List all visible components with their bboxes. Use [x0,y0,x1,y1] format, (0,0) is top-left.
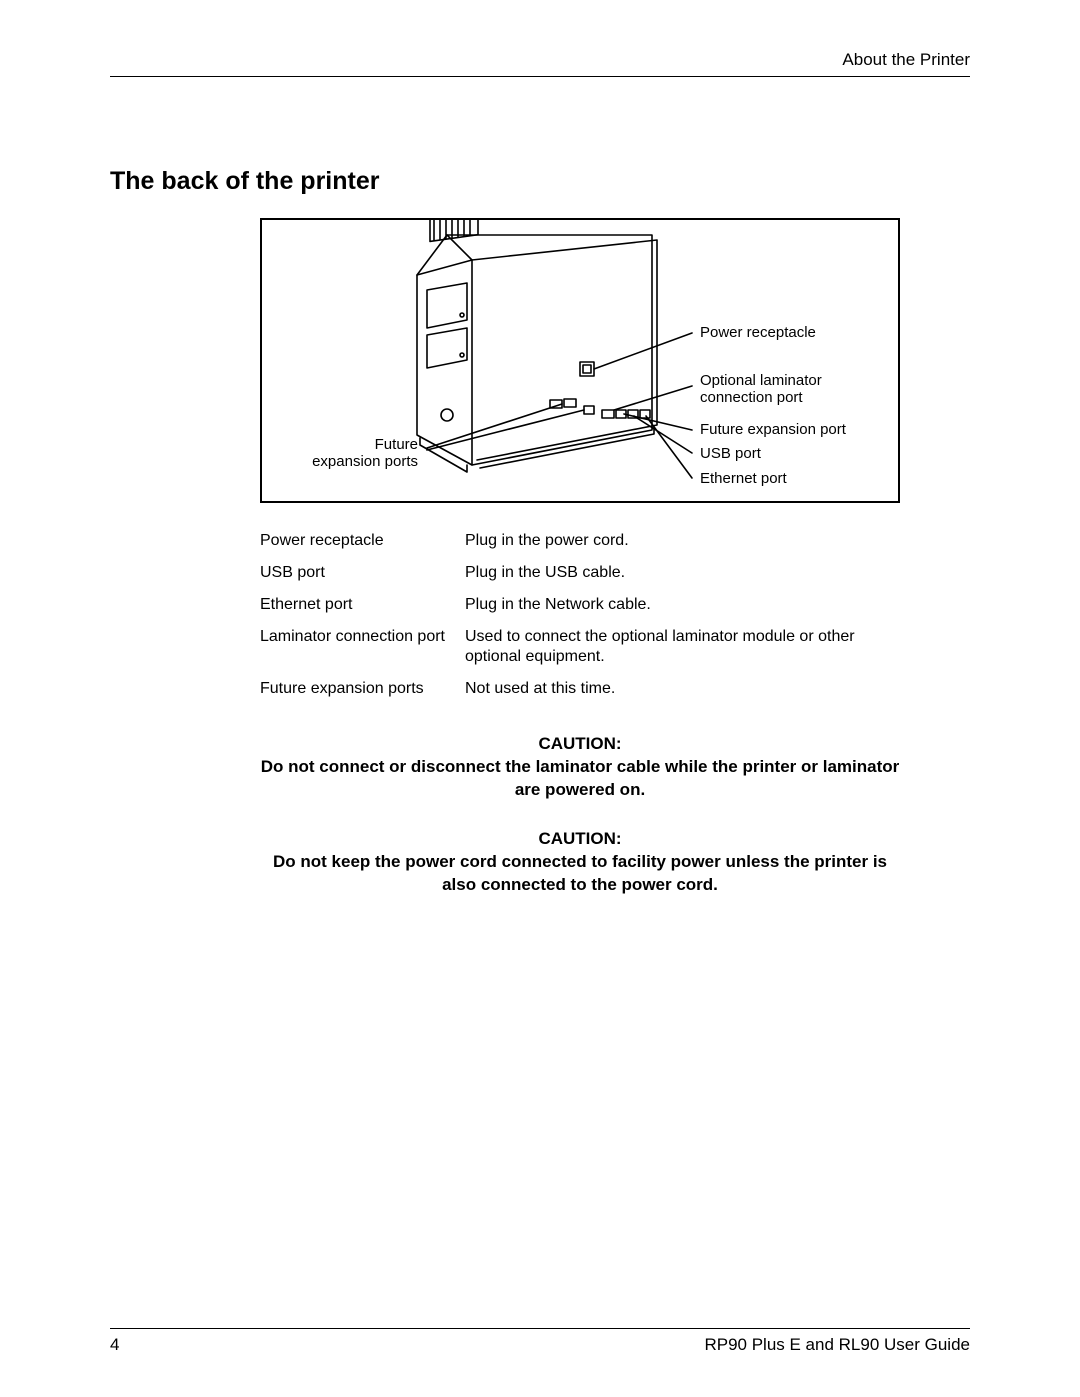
doc-title: RP90 Plus E and RL90 User Guide [704,1335,970,1355]
table-row: Power receptacle Plug in the power cord. [260,525,900,557]
figure-and-table-column: Power receptacle Optional laminator conn… [260,218,900,897]
label-usb-port: USB port [700,445,761,462]
port-name: USB port [260,557,465,589]
section-title: The back of the printer [110,167,970,196]
table-row: Future expansion ports Not used at this … [260,673,900,705]
port-name: Ethernet port [260,589,465,621]
port-name: Future expansion ports [260,673,465,705]
label-optional-laminator: Optional laminator connection port [700,372,822,407]
port-desc: Plug in the power cord. [465,525,900,557]
page-footer: 4 RP90 Plus E and RL90 User Guide [110,1328,970,1355]
ports-description-table: Power receptacle Plug in the power cord.… [260,525,900,705]
label-future-expansion-port: Future expansion port [700,421,846,438]
printer-back-figure: Power receptacle Optional laminator conn… [260,218,900,503]
manual-page: About the Printer The back of the printe… [0,0,1080,1397]
caution-block-1: CAUTION: Do not connect or disconnect th… [260,733,900,802]
table-row: Laminator connection port Used to connec… [260,621,900,673]
port-name: Laminator connection port [260,621,465,673]
port-desc: Used to connect the optional laminator m… [465,621,900,673]
port-desc: Plug in the USB cable. [465,557,900,589]
label-ethernet-port: Ethernet port [700,470,787,487]
caution-heading: CAUTION: [260,733,900,756]
table-row: USB port Plug in the USB cable. [260,557,900,589]
caution-body: Do not connect or disconnect the laminat… [260,756,900,802]
port-desc: Plug in the Network cable. [465,589,900,621]
ports-table-body: Power receptacle Plug in the power cord.… [260,525,900,705]
caution-body: Do not keep the power cord connected to … [260,851,900,897]
table-row: Ethernet port Plug in the Network cable. [260,589,900,621]
header-section-label: About the Printer [842,50,970,69]
port-desc: Not used at this time. [465,673,900,705]
caution-heading: CAUTION: [260,828,900,851]
caution-block-2: CAUTION: Do not keep the power cord conn… [260,828,900,897]
label-future-expansion-ports-left: Future expansion ports [312,436,418,471]
page-header: About the Printer [110,50,970,77]
port-name: Power receptacle [260,525,465,557]
page-number: 4 [110,1335,119,1355]
label-power-receptacle: Power receptacle [700,324,816,341]
